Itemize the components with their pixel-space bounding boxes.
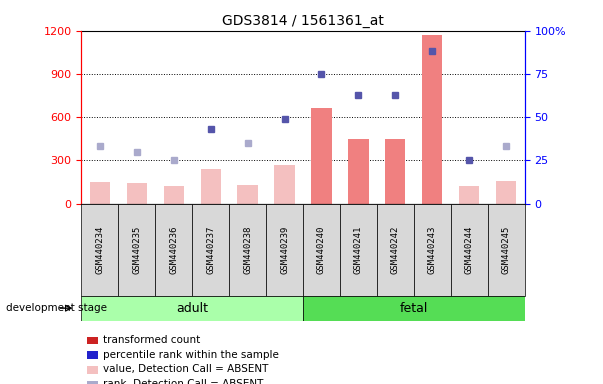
Text: adult: adult — [176, 302, 208, 314]
Bar — [451, 204, 488, 296]
Text: transformed count: transformed count — [103, 335, 200, 345]
Bar — [201, 169, 221, 204]
Text: value, Detection Call = ABSENT: value, Detection Call = ABSENT — [103, 364, 268, 374]
Bar — [488, 204, 525, 296]
Bar — [311, 108, 332, 204]
Bar — [81, 204, 118, 296]
Bar — [303, 296, 525, 321]
Text: GSM440235: GSM440235 — [132, 225, 141, 274]
Text: GSM440237: GSM440237 — [206, 225, 215, 274]
Bar — [90, 182, 110, 204]
Bar — [81, 296, 303, 321]
Text: percentile rank within the sample: percentile rank within the sample — [103, 350, 279, 360]
Bar — [118, 204, 156, 296]
Bar — [163, 186, 184, 204]
Text: GSM440240: GSM440240 — [317, 225, 326, 274]
Text: GSM440243: GSM440243 — [428, 225, 437, 274]
Bar — [340, 204, 377, 296]
Text: GSM440241: GSM440241 — [354, 225, 363, 274]
Text: GSM440244: GSM440244 — [465, 225, 474, 274]
Text: rank, Detection Call = ABSENT: rank, Detection Call = ABSENT — [103, 379, 263, 384]
Bar — [274, 165, 295, 204]
Bar — [238, 185, 257, 204]
Text: GSM440239: GSM440239 — [280, 225, 289, 274]
Text: GSM440234: GSM440234 — [95, 225, 104, 274]
Bar — [459, 186, 479, 204]
Bar — [266, 204, 303, 296]
Text: GSM440238: GSM440238 — [243, 225, 252, 274]
Text: GSM440242: GSM440242 — [391, 225, 400, 274]
Text: fetal: fetal — [400, 302, 428, 314]
Text: GSM440245: GSM440245 — [502, 225, 511, 274]
Bar — [349, 139, 368, 204]
Bar — [229, 204, 266, 296]
Text: GSM440236: GSM440236 — [169, 225, 178, 274]
Bar — [192, 204, 229, 296]
Bar — [414, 204, 451, 296]
Bar — [422, 35, 443, 204]
Bar — [156, 204, 192, 296]
Bar — [496, 181, 516, 204]
Title: GDS3814 / 1561361_at: GDS3814 / 1561361_at — [222, 14, 384, 28]
Bar — [303, 204, 340, 296]
Bar — [127, 184, 147, 204]
Bar — [385, 139, 405, 204]
Text: development stage: development stage — [6, 303, 107, 313]
Bar — [377, 204, 414, 296]
